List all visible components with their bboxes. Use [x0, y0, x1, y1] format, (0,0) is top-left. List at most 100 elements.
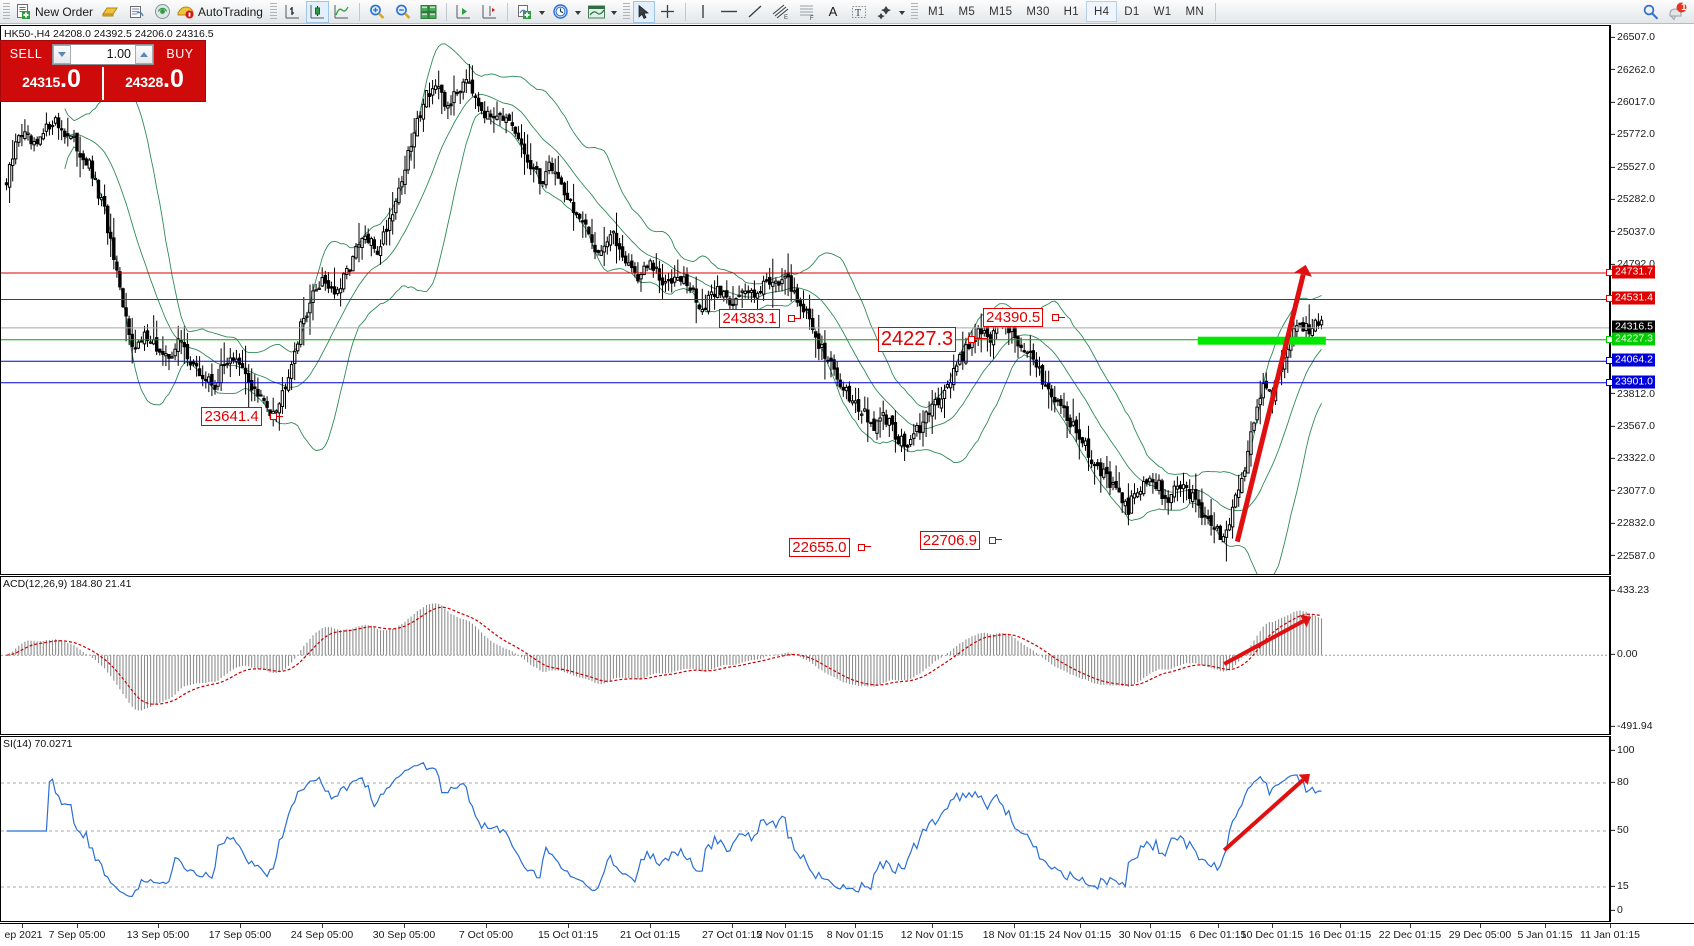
level-line-anchor[interactable]	[1606, 378, 1613, 386]
timeframe-w1[interactable]: W1	[1153, 5, 1172, 18]
auto-scroll-button[interactable]	[451, 1, 477, 23]
vertical-line-button[interactable]	[690, 1, 716, 23]
toolbar-grip-3[interactable]	[622, 2, 630, 21]
price-annotation-anchor[interactable]	[788, 315, 796, 323]
indicators-button[interactable]	[512, 1, 538, 23]
periods-dropdown-caret[interactable]	[574, 10, 581, 15]
price-annotation-tag[interactable]: 24390.5	[983, 308, 1044, 328]
rsi-axis[interactable]: 100 80 50 15 0	[1610, 736, 1694, 922]
crosshair-button[interactable]	[655, 1, 681, 23]
level-line-anchor[interactable]	[1606, 269, 1613, 276]
price-badge[interactable]: 24227.3	[1612, 332, 1655, 346]
notification-button[interactable]: 1	[1664, 1, 1690, 23]
level-line-anchor[interactable]	[1606, 357, 1613, 365]
channel-icon: E	[771, 3, 791, 20]
price-badge[interactable]: 24316.5	[1612, 320, 1655, 334]
price-annotation-anchor[interactable]	[1052, 314, 1060, 322]
new-order-button[interactable]: New Order	[13, 1, 97, 23]
tile-windows-button[interactable]	[416, 1, 442, 23]
trade-panel-top-row: SELL 1.00 BUY	[1, 41, 205, 67]
templates-button[interactable]	[584, 1, 610, 23]
time-axis-label: 6 Dec 01:15	[1189, 929, 1247, 941]
time-axis-tick	[77, 924, 78, 928]
timeframe-mn[interactable]: MN	[1185, 5, 1204, 18]
chart-shift-button[interactable]	[477, 1, 503, 23]
price-annotation-tag[interactable]: 23641.4	[201, 407, 262, 427]
timeframe-m5[interactable]: M5	[958, 5, 976, 18]
line-chart-button[interactable]	[329, 1, 355, 23]
toolbar-sep-3	[506, 2, 508, 21]
autotrading-button[interactable]: AutoTrading	[175, 1, 267, 23]
price-annotation-anchor[interactable]	[270, 413, 278, 421]
price-annotation-anchor[interactable]	[858, 543, 866, 551]
price-annotation-tag[interactable]: 24383.1	[719, 309, 780, 329]
volume-decrease-button[interactable]	[53, 44, 71, 64]
price-annotation-stub	[971, 338, 988, 340]
main-toolbar: New Order	[0, 0, 1694, 24]
timeframe-d1[interactable]: D1	[1124, 5, 1140, 18]
text-label-icon: T	[851, 4, 867, 20]
price-annotation-tag[interactable]: 24227.3	[877, 326, 957, 352]
macd-axis[interactable]: 433.23 0.00 -491.94	[1610, 576, 1694, 735]
sell-price-integer: 24315	[22, 74, 61, 90]
price-annotation-anchor[interactable]	[967, 335, 975, 343]
price-annotation-tag[interactable]: 22706.9	[919, 530, 980, 550]
templates-icon	[587, 4, 606, 20]
expert-advisors-button[interactable]	[97, 1, 123, 23]
level-line-anchor[interactable]	[1606, 295, 1613, 303]
timeframe-m15[interactable]: M15	[989, 5, 1013, 18]
cursor-button[interactable]	[632, 0, 655, 23]
price-badge[interactable]: 23901.0	[1612, 375, 1655, 389]
data-window-button[interactable]	[123, 1, 149, 23]
sell-price[interactable]: 24315 .0	[1, 67, 102, 100]
volume-increase-button[interactable]	[135, 44, 153, 64]
shapes-dropdown-caret[interactable]	[898, 10, 905, 15]
timeframe-h4[interactable]: H4	[1085, 1, 1118, 22]
buy-button[interactable]: BUY	[166, 47, 194, 61]
price-badge[interactable]: 24064.2	[1612, 353, 1655, 367]
sell-button[interactable]: SELL	[9, 47, 43, 61]
volume-value[interactable]: 1.00	[106, 47, 131, 61]
shapes-button[interactable]	[872, 1, 898, 23]
candlestick-chart-button[interactable]	[305, 0, 329, 23]
timeframe-h1[interactable]: H1	[1063, 5, 1079, 18]
price-annotation-tag[interactable]: 22655.0	[789, 537, 850, 557]
fibonacci-button[interactable]: F	[794, 1, 820, 23]
bar-chart-button[interactable]	[280, 1, 306, 23]
volume-stepper[interactable]: 1.00	[52, 43, 154, 65]
toolbar-grip-4[interactable]	[910, 2, 918, 21]
signals-button[interactable]	[149, 1, 175, 23]
toolbar-grip-1[interactable]	[3, 2, 10, 21]
templates-dropdown-caret[interactable]	[610, 10, 617, 15]
trendline-button[interactable]	[742, 1, 768, 23]
price-annotation-stub	[273, 415, 284, 417]
buy-price[interactable]: 24328 .0	[104, 67, 205, 100]
price-annotation-anchor[interactable]	[988, 536, 996, 544]
time-axis-label: ep 2021	[4, 929, 43, 941]
toolbar-grip-2[interactable]	[269, 2, 277, 21]
text-label-button[interactable]: T	[846, 1, 872, 23]
one-click-trading-panel[interactable]: SELL 1.00 BUY 24315 .0 24328 .0	[0, 40, 206, 102]
level-line-anchor[interactable]	[1606, 335, 1613, 343]
zoom-out-button[interactable]	[390, 1, 416, 23]
text-icon: A	[828, 4, 838, 19]
time-axis[interactable]: ep 2021 7 Sep 05:00 13 Sep 05:00 17 Sep 05:…	[0, 923, 1694, 946]
zoom-in-button[interactable]	[364, 1, 390, 23]
price-badge[interactable]: 24731.7	[1612, 265, 1655, 279]
periods-button[interactable]	[548, 1, 574, 23]
equidistant-channel-button[interactable]: E	[768, 1, 794, 23]
search-button[interactable]	[1638, 1, 1664, 23]
macd-label: ACD(12,26,9) 184.80 21.41	[3, 578, 132, 590]
horizontal-line-button[interactable]	[716, 1, 742, 23]
text-button[interactable]: A	[820, 1, 846, 23]
macd-axis-tick: 433.23	[1611, 584, 1649, 596]
rsi-pane[interactable]: SI(14) 70.0271	[0, 736, 1610, 922]
timeframe-m1[interactable]: M1	[927, 5, 945, 18]
price-axis-tick: 25772.0	[1611, 128, 1655, 141]
indicators-dropdown-caret[interactable]	[538, 10, 545, 15]
timeframe-m30[interactable]: M30	[1026, 5, 1050, 18]
price-chart-pane[interactable]	[0, 25, 1610, 575]
price-axis[interactable]: 26507.0 26262.0 26017.0 25772.0 25527.0 25282…	[1610, 25, 1694, 575]
macd-pane[interactable]: ACD(12,26,9) 184.80 21.41	[0, 576, 1610, 735]
price-badge[interactable]: 24531.4	[1612, 291, 1655, 305]
